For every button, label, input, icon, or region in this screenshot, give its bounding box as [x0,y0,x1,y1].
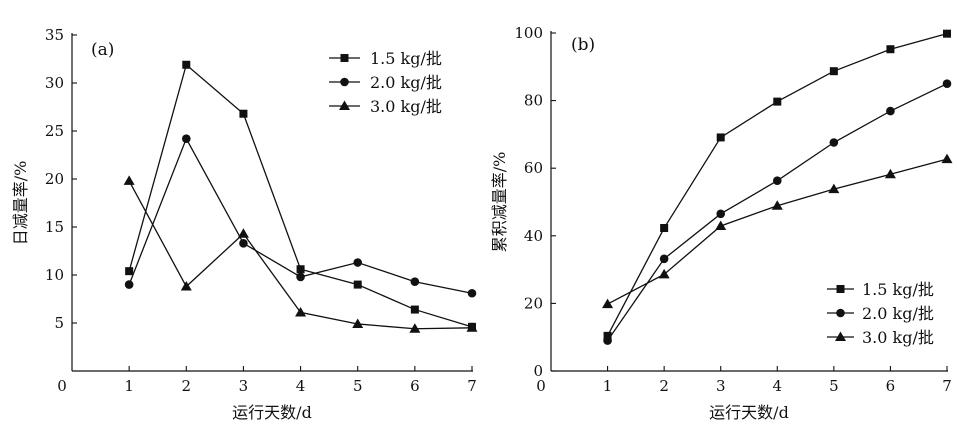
data-point-square [829,67,838,76]
data-point-square [603,331,612,340]
y-tick-label: 10 [45,266,64,284]
panel-label: (b) [571,35,595,55]
data-point-circle [410,277,420,287]
legend-label: 2.0 kg/批 [370,73,442,92]
data-point-circle [296,272,305,282]
data-point-triangle [884,168,896,179]
data-point-square [886,45,895,54]
data-point-circle [239,239,248,248]
legend-label: 1.5 kg/批 [370,49,442,68]
data-point-triangle [941,153,953,164]
data-point-triangle [237,228,249,238]
legend-label: 3.0 kg/批 [370,97,442,116]
data-point-circle [886,106,895,116]
chart-panel-a: 0 1 2 3 4 5 6 7 5 10 15 20 25 30 35 运行天数/d 日减量率/% (a) 1.5 … [11,26,478,422]
data-point-square [125,267,134,276]
y-axis-title: 累积减量率/% [490,152,509,253]
x-tick-label: 4 [296,377,306,395]
x-axis-title: 运行天数/d [709,403,789,422]
data-point-circle [353,258,363,267]
x-tick-label: 6 [410,377,420,395]
data-point-square [353,280,362,289]
data-point-circle [467,288,477,298]
legend-marker-triangle [835,331,846,341]
x-tick-label: 5 [353,377,363,395]
x-tick-label: 1 [124,377,134,395]
data-point-circle [124,280,134,289]
x-tick-label: 0 [57,377,67,395]
data-point-circle [716,209,726,219]
data-point-circle [659,254,669,264]
data-point-square [182,60,191,69]
data-point-square [239,109,248,118]
y-tick-label: 80 [524,92,543,110]
data-point-triangle [715,220,727,230]
x-tick-label: 0 [536,377,546,395]
data-point-triangle [295,306,307,317]
y-tick-label: 30 [45,74,64,92]
panel-label: (a) [91,40,114,60]
data-point-square [716,133,725,142]
chart-panel-b: 0 1 2 3 4 5 6 7 0 20 40 60 80 100 运行天数/d 累积减量率/% (b) 1.5 … [490,24,953,422]
x-tick-label: 2 [182,377,192,395]
y-tick-label: 25 [45,122,64,140]
y-tick-label: 15 [45,218,64,236]
legend-label: 2.0 kg/批 [862,304,934,323]
legend-marker-circle [340,77,349,87]
data-point-circle [772,176,782,186]
legend-label: 3.0 kg/批 [862,328,934,347]
y-tick-label: 60 [524,159,543,177]
data-point-triangle [828,183,840,194]
legend-marker-triangle [339,100,350,110]
x-tick-label: 1 [603,377,613,395]
data-point-square [773,97,782,106]
x-tick-label: 3 [239,377,249,395]
data-point-triangle [602,298,614,309]
y-axis-title: 日减量率/% [11,161,30,246]
y-tick-label: 20 [524,294,543,312]
x-tick-label: 7 [467,377,477,395]
legend-label: 1.5 kg/批 [862,280,934,299]
data-point-triangle [658,268,670,279]
y-tick-label: 100 [514,24,543,42]
data-point-square [943,29,951,38]
data-point-triangle [352,318,364,328]
y-tick-label: 0 [533,362,543,380]
data-point-square [410,305,419,314]
data-point-circle [603,336,612,345]
series-line-circle [607,83,948,341]
x-tick-label: 5 [829,377,839,395]
x-tick-label: 2 [659,377,669,395]
legend-marker-circle [836,308,845,318]
y-tick-label: 35 [45,26,64,44]
x-tick-label: 6 [886,377,896,395]
data-point-circle [181,134,191,143]
x-tick-label: 3 [716,377,726,395]
y-tick-label: 5 [54,314,64,332]
y-tick-label: 40 [524,227,543,245]
data-point-triangle [466,322,478,332]
data-point-square [296,265,305,274]
data-point-circle [829,138,839,147]
data-point-circle [942,79,952,88]
x-axis-title: 运行天数/d [232,403,312,422]
data-point-square [660,224,669,233]
series-line-triangle [128,180,473,330]
legend-marker-square [340,54,349,62]
legend-marker-square [836,285,845,293]
x-tick-label: 4 [773,377,783,395]
y-tick-label: 20 [45,170,64,188]
data-point-triangle [180,281,192,291]
data-point-triangle [771,200,783,210]
x-tick-label: 7 [942,377,952,395]
data-point-triangle [409,323,421,333]
data-point-triangle [123,175,135,185]
